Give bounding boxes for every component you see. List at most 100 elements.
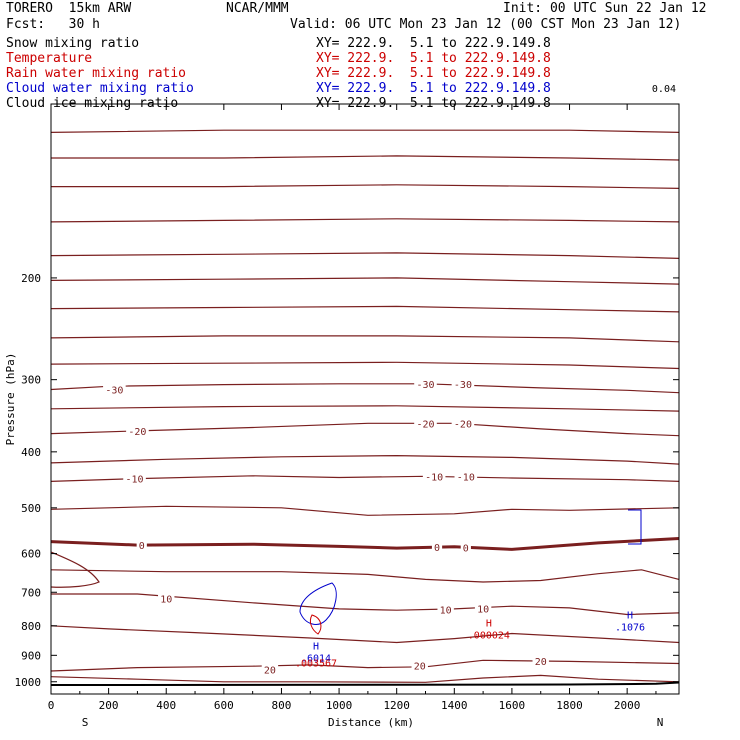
x-endpoint-south: S bbox=[82, 716, 89, 729]
ground-surface-line bbox=[50, 681, 680, 686]
y-axis-title: Pressure (hPa) bbox=[4, 353, 17, 446]
valid-time: Valid: 06 UTC Mon 23 Jan 12 (00 CST Mon … bbox=[290, 17, 682, 32]
x-tick-label-0: 0 bbox=[48, 699, 55, 712]
contour-label-bg-0 bbox=[103, 383, 126, 396]
field-name-rain: Rain water mixing ratio bbox=[6, 66, 187, 81]
maximum-value-2: .6014 bbox=[301, 653, 331, 664]
temperature-contour-18 bbox=[50, 625, 680, 644]
x-tick-label-2: 400 bbox=[156, 699, 176, 712]
cloud-water-outline-north bbox=[628, 509, 642, 545]
x-tick-label-5: 1000 bbox=[326, 699, 353, 712]
cloud-water-outline-mid bbox=[299, 582, 337, 625]
maximum-value-3: .003567 bbox=[295, 659, 337, 670]
y-tick-label-6: 800 bbox=[21, 620, 41, 633]
contour-label-bg-5 bbox=[451, 417, 475, 430]
y-tick-label-8: 1000 bbox=[15, 676, 42, 689]
temperature-contour-19 bbox=[50, 659, 680, 672]
field-xy-temperature: XY= 222.9. 5.1 to 222.9.149.8 bbox=[316, 51, 551, 66]
contour-label-8: -10 bbox=[457, 472, 475, 483]
plot-frame bbox=[50, 103, 680, 695]
contour-label-bg-4 bbox=[414, 417, 437, 430]
temperature-contour-0 bbox=[50, 129, 680, 133]
contour-label-bg-1 bbox=[414, 377, 437, 390]
maximum-marker-1: H bbox=[627, 611, 633, 622]
contour-label-5: -20 bbox=[454, 419, 472, 430]
temperature-contour-16 bbox=[50, 569, 680, 583]
x-tick-label-7: 1400 bbox=[441, 699, 468, 712]
contour-label-17: 20 bbox=[535, 657, 547, 668]
field-name-temperature: Temperature bbox=[6, 51, 93, 66]
contour-label-bg-14 bbox=[474, 602, 492, 615]
maximum-marker-2: H bbox=[313, 641, 319, 652]
contour-label-bg-16 bbox=[411, 659, 428, 672]
contour-label-7: -10 bbox=[425, 472, 443, 483]
y-tick-label-0: 200 bbox=[21, 272, 41, 285]
x-tick-label-4: 800 bbox=[272, 699, 292, 712]
y-tick-label-1: 300 bbox=[21, 374, 41, 387]
contour-label-9: 0 bbox=[139, 541, 145, 552]
x-tick-label-3: 600 bbox=[214, 699, 234, 712]
temperature-contour-15 bbox=[50, 537, 680, 551]
x-endpoint-north: N bbox=[657, 716, 664, 729]
temperature-contour-5 bbox=[50, 277, 680, 285]
temperature-contour-8 bbox=[50, 361, 680, 370]
temperature-contour-6 bbox=[50, 305, 680, 313]
contour-label-3: -20 bbox=[128, 427, 146, 438]
temperature-contour-7 bbox=[50, 335, 680, 343]
contour-label-6: -10 bbox=[126, 475, 144, 486]
contour-label-14: 10 bbox=[477, 605, 489, 616]
contour-label-16: 20 bbox=[414, 662, 426, 673]
contour-label-13: 10 bbox=[440, 606, 452, 617]
contour-label-4: -20 bbox=[416, 419, 434, 430]
field-xy-cloud-water: XY= 222.9. 5.1 to 222.9.149.8 bbox=[316, 81, 551, 96]
temperature-contour-9 bbox=[50, 383, 680, 394]
maximum-value-0: .000024 bbox=[468, 630, 510, 641]
contour-label-2: -30 bbox=[454, 380, 472, 391]
contour-label-bg-12 bbox=[158, 592, 175, 605]
temperature-contour-10 bbox=[50, 405, 680, 412]
y-tick-label-7: 900 bbox=[21, 649, 41, 662]
contour-label-bg-9 bbox=[136, 539, 147, 552]
field-name-cloud-water: Cloud water mixing ratio bbox=[6, 81, 194, 96]
contour-label-bg-17 bbox=[532, 654, 549, 667]
temperature-contour-2 bbox=[51, 184, 680, 189]
temperature-contour-3 bbox=[50, 218, 680, 223]
temperature-contour-1 bbox=[51, 155, 680, 161]
maximum-marker-0: H bbox=[486, 618, 492, 629]
y-tick-label-4: 600 bbox=[21, 548, 41, 561]
forecast-hour: Fcst: 30 h bbox=[6, 17, 100, 32]
temperature-contour-12 bbox=[50, 454, 680, 465]
temperature-contour-4 bbox=[50, 252, 680, 259]
temperature-contour-20 bbox=[50, 674, 680, 683]
contour-label-bg-13 bbox=[437, 603, 454, 616]
contour-label-bg-11 bbox=[460, 541, 471, 554]
x-tick-label-6: 1200 bbox=[383, 699, 410, 712]
rain-outline-mid bbox=[309, 614, 322, 635]
temperature-contour-14 bbox=[50, 505, 680, 516]
contour-label-bg-15 bbox=[261, 663, 279, 676]
contour-label-1: -30 bbox=[416, 380, 434, 391]
y-tick-label-5: 700 bbox=[21, 586, 41, 599]
x-tick-label-1: 200 bbox=[99, 699, 119, 712]
contour-label-12: 10 bbox=[160, 595, 172, 606]
field-name-snow: Snow mixing ratio bbox=[6, 36, 140, 51]
contour-label-bg-2 bbox=[451, 377, 475, 390]
contour-label-11: 0 bbox=[463, 544, 469, 555]
temperature-contour-closed bbox=[50, 551, 100, 588]
init-time: Init: 00 UTC Sun 22 Jan 12 bbox=[503, 1, 707, 16]
field-xy-snow: XY= 222.9. 5.1 to 222.9.149.8 bbox=[316, 36, 551, 51]
contour-label-bg-6 bbox=[123, 472, 146, 485]
x-tick-label-9: 1800 bbox=[556, 699, 583, 712]
contour-label-bg-8 bbox=[454, 470, 478, 483]
contour-label-bg-10 bbox=[431, 540, 443, 553]
corner-label: 0.04 bbox=[652, 84, 676, 95]
x-tick-label-10: 2000 bbox=[614, 699, 641, 712]
x-tick-label-8: 1600 bbox=[499, 699, 526, 712]
contour-label-0: -30 bbox=[105, 386, 123, 397]
model-title: TORERO 15km ARW bbox=[6, 1, 132, 16]
temperature-contour-17 bbox=[51, 593, 680, 616]
contour-label-bg-7 bbox=[422, 470, 446, 483]
temperature-contour-13 bbox=[50, 475, 680, 482]
